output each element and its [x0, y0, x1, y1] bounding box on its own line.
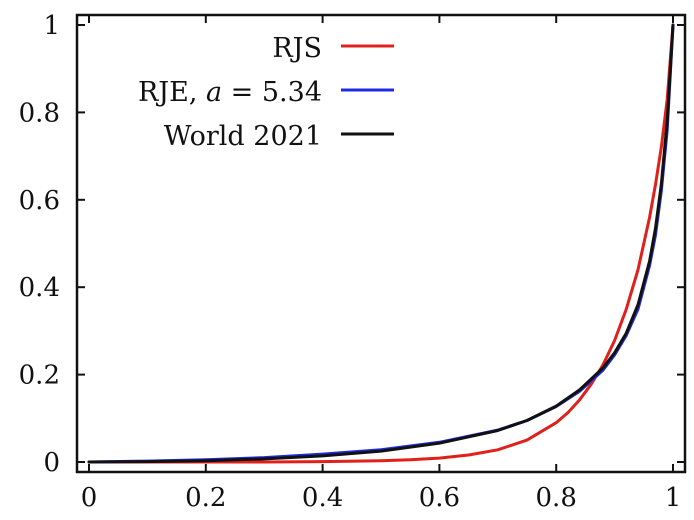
x-tick-label: 0.8 [536, 483, 577, 513]
y-tick-label: 1 [43, 11, 60, 41]
legend-label-world-2021: World 2021 [164, 121, 322, 152]
x-tick-label: 0.6 [419, 483, 460, 513]
x-tick-label: 1 [665, 483, 682, 513]
legend-label-rje-value: = 5.34 [222, 77, 322, 108]
x-tick-label: 0.2 [185, 483, 226, 513]
y-tick-label: 0.4 [19, 273, 60, 303]
legend-entry-rje: RJE, a = 5.34 [138, 77, 394, 108]
legend-label-rje: RJE, a = 5.34 [138, 77, 322, 108]
y-tick-label: 0.8 [19, 98, 60, 128]
legend-label-rje-name: RJE, [138, 77, 206, 108]
y-tick-label: 0 [43, 448, 60, 478]
legend-entry-world-2021: World 2021 [164, 121, 394, 152]
legend-label-rje-param: a [206, 77, 222, 108]
y-tick-label: 0.6 [19, 186, 60, 216]
y-tick-label: 0.2 [19, 361, 60, 391]
x-tick-label: 0 [81, 483, 98, 513]
legend: RJS RJE, a = 5.34 World 2021 [138, 33, 394, 152]
legend-entry-rjs: RJS [272, 33, 394, 64]
x-tick-label: 0.4 [302, 483, 343, 513]
legend-label-rjs: RJS [272, 33, 322, 64]
y-axis-ticks: 0 0.2 0.4 0.6 0.8 1 [19, 11, 685, 478]
